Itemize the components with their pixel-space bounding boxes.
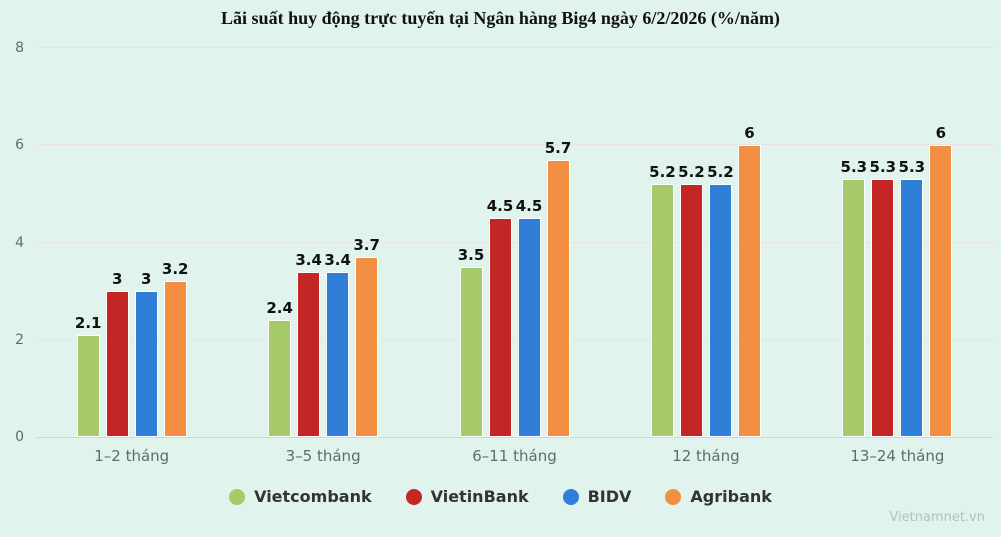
x-axis-label: 12 tháng <box>672 447 740 465</box>
gridline <box>36 241 993 243</box>
category-band: 5.3 5.3 5.3 6 <box>802 48 993 437</box>
bar[interactable]: 4.5 <box>516 197 542 437</box>
bar-value-label: 5.2 <box>649 163 676 182</box>
y-axis-label: 0 <box>15 429 24 445</box>
bar-value-label: 3.4 <box>324 250 351 269</box>
legend-label: Vietcombank <box>254 487 372 506</box>
bar[interactable]: 5.2 <box>649 163 676 437</box>
bar[interactable]: 5.7 <box>545 139 571 437</box>
bar-value-label: 5.2 <box>707 163 734 182</box>
legend: Vietcombank VietinBank BIDV Agribank <box>0 487 1001 506</box>
bar[interactable]: 6 <box>929 124 953 437</box>
legend-label: VietinBank <box>430 487 529 506</box>
y-axis-label: 8 <box>15 40 24 56</box>
x-axis-line <box>36 437 993 438</box>
legend-item-vietcombank[interactable]: Vietcombank <box>229 487 372 506</box>
category-band: 3.5 4.5 4.5 5.7 <box>419 48 610 437</box>
bar[interactable]: 3.4 <box>295 251 322 437</box>
bar-value-label: 4.5 <box>515 197 543 216</box>
category-band: 2.1 3 3 3.2 <box>36 48 227 437</box>
bar[interactable]: 2.4 <box>266 299 293 437</box>
category-band: 5.2 5.2 5.2 6 <box>610 48 801 437</box>
plot-area: 2.1 3 3 3.2 2.4 3.4 3.4 3.7 3.5 4.5 4.5 5.7 5.2 5.2 5.… <box>36 47 993 438</box>
bar-value-label: 5.2 <box>678 163 705 182</box>
gridline <box>36 338 993 340</box>
bar-value-label: 4.5 <box>486 197 514 216</box>
legend-label: BIDV <box>587 487 632 506</box>
legend-item-agribank[interactable]: Agribank <box>665 487 772 506</box>
bar-value-label: 3.5 <box>457 245 485 264</box>
bar[interactable]: 3 <box>134 270 158 437</box>
bar[interactable]: 5.3 <box>841 158 867 437</box>
y-axis-label: 2 <box>15 331 24 348</box>
legend-item-bidv[interactable]: BIDV <box>562 487 632 506</box>
legend-marker-icon <box>405 488 422 505</box>
chart-title: Lãi suất huy động trực tuyến tại Ngân hà… <box>221 8 780 28</box>
x-axis-label: 1–2 tháng <box>94 447 170 465</box>
legend-label: Agribank <box>690 487 772 506</box>
x-axis-label: 13–24 tháng <box>850 447 945 465</box>
bar[interactable]: 3.7 <box>353 236 380 437</box>
bar-value-label: 6 <box>744 124 755 143</box>
bar[interactable]: 3.2 <box>162 260 188 437</box>
bar-value-label: 2.4 <box>266 299 293 318</box>
bar-value-label: 5.7 <box>544 138 572 157</box>
y-axis: 0 2 4 6 8 <box>0 0 26 450</box>
bar[interactable]: 5.3 <box>870 158 896 437</box>
bar-value-label: 5.3 <box>840 158 868 177</box>
gridline <box>36 47 993 48</box>
category-band: 2.4 3.4 3.4 3.7 <box>227 48 418 437</box>
legend-marker-icon <box>229 488 246 505</box>
bar-value-label: 3.4 <box>295 250 322 269</box>
bar-value-label: 5.3 <box>869 158 897 177</box>
y-axis-label: 4 <box>15 234 24 251</box>
bar-value-label: 3 <box>140 270 152 289</box>
bar-value-label: 3 <box>111 270 123 289</box>
legend-marker-icon <box>562 488 579 505</box>
bar[interactable]: 2.1 <box>75 314 101 437</box>
bar-value-label: 2.1 <box>74 313 102 332</box>
x-axis-label: 3–5 tháng <box>285 447 361 465</box>
bar-value-label: 5.3 <box>898 158 926 177</box>
bar[interactable]: 5.3 <box>899 158 925 437</box>
bar[interactable]: 6 <box>737 124 761 437</box>
bar[interactable]: 4.5 <box>487 197 513 437</box>
x-axis-label: 6–11 tháng <box>472 447 557 465</box>
bar[interactable]: 3.4 <box>324 251 351 437</box>
bar[interactable]: 3.5 <box>458 246 484 437</box>
legend-marker-icon <box>665 488 682 505</box>
x-axis-labels: 1–2 tháng 3–5 tháng 6–11 tháng 12 tháng 13–2… <box>36 446 993 466</box>
bar[interactable]: 5.2 <box>707 163 734 437</box>
bar[interactable]: 5.2 <box>678 163 705 437</box>
watermark: Vietnamnet.vn <box>889 510 985 525</box>
gridline <box>36 144 993 146</box>
bar-value-label: 6 <box>935 124 947 143</box>
bar-value-label: 3.7 <box>353 236 380 255</box>
legend-item-vietinbank[interactable]: VietinBank <box>405 487 529 506</box>
bar[interactable]: 3 <box>105 270 129 437</box>
y-axis-label: 6 <box>15 137 24 154</box>
bar-value-label: 3.2 <box>161 260 189 279</box>
